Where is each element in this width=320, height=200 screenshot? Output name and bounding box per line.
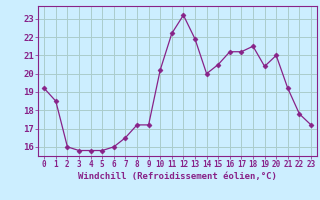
X-axis label: Windchill (Refroidissement éolien,°C): Windchill (Refroidissement éolien,°C) — [78, 172, 277, 181]
